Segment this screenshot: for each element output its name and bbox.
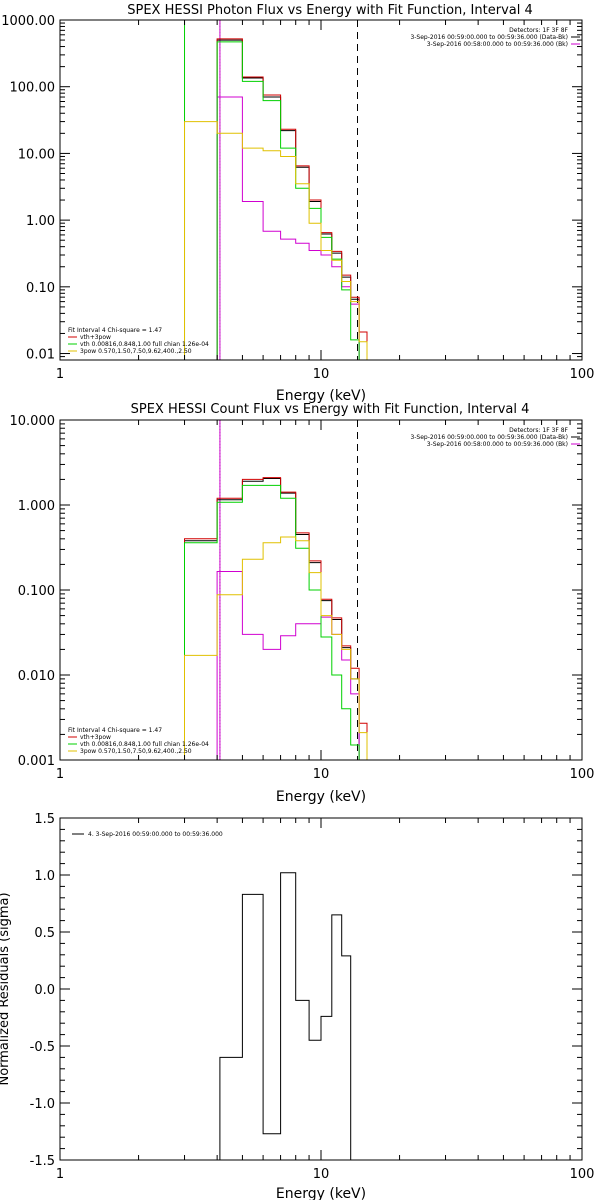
photon-series-vth-3pow	[216, 38, 368, 360]
residuals-series-4-3-sep-2016-00-59-00-000-to-00-59-36-000	[219, 872, 360, 1160]
residuals-y-tick-label: -0.5	[30, 1040, 55, 1055]
count-fit-legend-entry: 3pow 0.570,1.50,7.50,9.62,400.,2.50	[80, 748, 192, 755]
residuals-data-layer	[219, 872, 360, 1160]
count-y-tick-label: 1.000	[18, 499, 55, 514]
count-flux-panel: SPEX HESSI Count Flux vs Energy with Fit…	[10, 402, 595, 805]
count-y-tick-label: 0.010	[18, 669, 55, 684]
count-header-legend-entry: 3-Sep-2016 00:59:00.000 to 00:59:36.000 …	[410, 434, 568, 441]
count-series-bk	[216, 571, 360, 760]
residuals-legend-entry: 4. 3-Sep-2016 00:59:00.000 to 00:59:36.0…	[88, 831, 223, 838]
residuals-axes: 1 10 100 1.5 1.0 0.5 0.0 -0.5 -1.0 -1.5	[30, 812, 595, 1182]
residuals-legend: 4. 3-Sep-2016 00:59:00.000 to 00:59:36.0…	[72, 831, 223, 838]
residuals-y-tick-label: 1.5	[34, 812, 55, 827]
count-x-axis-label: Energy (keV)	[276, 789, 366, 805]
residuals-plot-frame	[59, 817, 583, 1161]
photon-x-axis-label: Energy (keV)	[276, 388, 366, 404]
photon-x-tick-label: 1	[56, 367, 64, 382]
count-y-tick-label: 0.100	[18, 584, 55, 599]
photon-axes: 1 10 100 1000.00 100.00 10.00 1.00 0.10 0.01	[1, 14, 594, 382]
residuals-y-tick-label: -1.0	[30, 1097, 55, 1112]
photon-y-tick-label: 1.00	[26, 214, 55, 229]
residuals-x-tick-label: 10	[313, 1167, 330, 1182]
count-y-tick-label: 10.000	[10, 414, 56, 429]
photon-y-tick-label: 1000.00	[1, 14, 55, 29]
photon-fit-legend-entry: 3pow 0.570,1.50,7.50,9.62,400.,2.50	[80, 348, 192, 355]
photon-x-tick-label: 100	[570, 367, 595, 382]
photon-y-tick-label: 10.00	[18, 147, 55, 162]
count-fit-legend-entry: vth 0.00816,0.848,1.00 full chian 1.26e-…	[80, 741, 209, 748]
residuals-x-tick-label: 100	[570, 1167, 595, 1182]
count-series-data-bk	[184, 478, 360, 760]
residuals-panel: 1 10 100 1.5 1.0 0.5 0.0 -0.5 -1.0 -1.5 4. 3-Sep-…	[0, 812, 594, 1200]
residuals-x-axis-label: Energy (keV)	[276, 1186, 366, 1200]
count-detectors-label: Detectors: 1F 3F 8F	[509, 427, 568, 434]
count-fit-legend-title: Fit Interval 4 Chi-square = 1.47	[68, 727, 162, 734]
count-chart-title: SPEX HESSI Count Flux vs Energy with Fit…	[131, 402, 530, 417]
count-series-vth	[184, 484, 360, 760]
count-x-tick-label: 100	[570, 767, 595, 782]
photon-series-bk	[216, 96, 360, 360]
photon-y-tick-label: 100.00	[10, 81, 56, 96]
count-series-3pow	[184, 536, 368, 760]
count-axes: 1 10 100 10.000 1.000 0.100 0.010 0.001	[10, 414, 595, 782]
count-x-tick-label: 1	[56, 767, 64, 782]
count-x-tick-label: 10	[313, 767, 330, 782]
photon-fit-legend-entry: vth+3pow	[80, 334, 111, 341]
count-legends: Detectors: 1F 3F 8F3-Sep-2016 00:59:00.0…	[68, 427, 580, 755]
photon-legends: Detectors: 1F 3F 8F3-Sep-2016 00:59:00.0…	[68, 27, 580, 355]
photon-detectors-label: Detectors: 1F 3F 8F	[509, 27, 568, 34]
residuals-x-tick-label: 1	[56, 1167, 64, 1182]
photon-series-vth	[216, 41, 360, 360]
photon-data-layer	[184, 20, 368, 360]
photon-header-legend-entry: 3-Sep-2016 00:59:00.000 to 00:59:36.000 …	[410, 34, 568, 41]
count-series-vth-3pow	[184, 477, 368, 760]
residuals-y-tick-label: 0.5	[34, 926, 55, 941]
residuals-y-axis-label: Normalized Residuals (sigma)	[0, 892, 12, 1085]
photon-header-legend-entry: 3-Sep-2016 00:58:00.000 to 00:59:36.000 …	[427, 41, 568, 48]
photon-flux-panel: SPEX HESSI Photon Flux vs Energy with Fi…	[1, 3, 594, 404]
photon-x-tick-label: 10	[313, 367, 330, 382]
residuals-y-tick-label: 0.0	[34, 983, 55, 998]
photon-chart-title: SPEX HESSI Photon Flux vs Energy with Fi…	[127, 3, 533, 18]
photon-fit-legend-entry: vth 0.00816,0.848,1.00 full chian 1.26e-…	[80, 341, 209, 348]
photon-series-3pow	[184, 121, 368, 360]
count-y-tick-label: 0.001	[18, 754, 55, 769]
count-header-legend-entry: 3-Sep-2016 00:58:00.000 to 00:59:36.000 …	[427, 441, 568, 448]
photon-y-tick-label: 0.10	[26, 281, 55, 296]
count-data-layer	[184, 420, 368, 760]
photon-fit-legend-title: Fit Interval 4 Chi-square = 1.47	[68, 327, 162, 334]
residuals-y-tick-label: -1.5	[30, 1154, 55, 1169]
photon-plot-frame	[59, 19, 583, 361]
residuals-y-tick-label: 1.0	[34, 869, 55, 884]
count-fit-legend-entry: vth+3pow	[80, 734, 111, 741]
photon-y-tick-label: 0.01	[26, 348, 55, 363]
photon-series-data-bk	[216, 39, 360, 360]
